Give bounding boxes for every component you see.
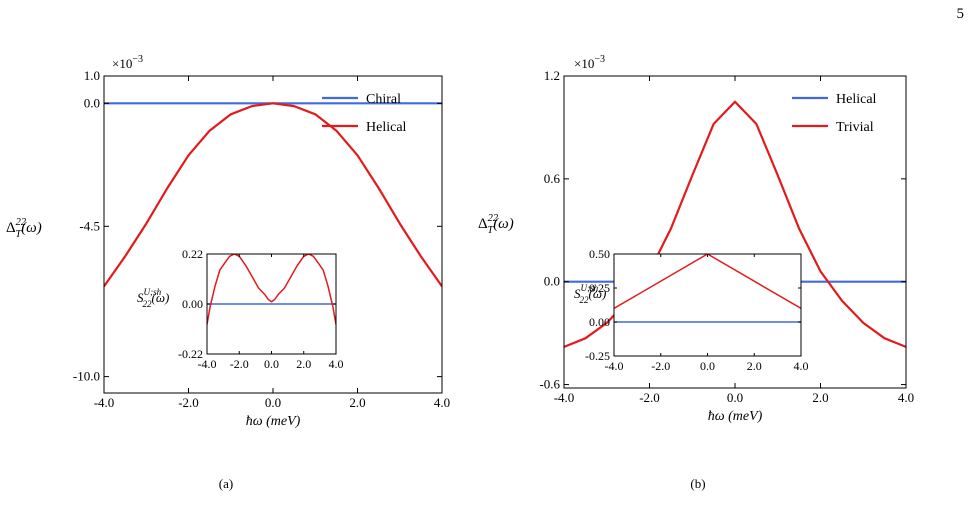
inset-xtick-label: 4.0 — [329, 357, 344, 371]
main-ytick-label: -10.0 — [73, 369, 100, 384]
panel-a: -4.0 -2.0 0.0 2.0 4.0 1.0 0.0 -4.5 -10.0 ×10−3 Chi… — [6, 54, 450, 491]
inset-ytick-label: 0.00 — [182, 297, 203, 311]
main-xtick-label: -4.0 — [554, 390, 575, 405]
x-axis-label: ħω (meV) — [708, 409, 763, 424]
inset-ytick-label: 0.50 — [589, 247, 610, 261]
legend-label-chiral: Chiral — [366, 92, 401, 107]
main-ytick-label: -0.6 — [539, 377, 560, 392]
page-number: 5 — [956, 6, 965, 22]
inset-xtick-label: 4.0 — [794, 359, 809, 373]
inset-xtick-label: 2.0 — [296, 357, 311, 371]
inset-ytick-label: -0.22 — [178, 347, 203, 361]
panel-b: -4.0 -2.0 0.0 2.0 4.0 1.2 0.6 0.0 -0.6 ×10−3 Helic… — [478, 54, 914, 491]
scale-multiplier: ×10−3 — [112, 54, 143, 71]
inset-ytick-label: 0.25 — [589, 281, 610, 295]
legend-label-trivial: Trivial — [836, 120, 874, 135]
main-xtick-label: 4.0 — [898, 390, 914, 405]
inset-y-axis-label: SU;sh 22(ω) — [574, 283, 606, 305]
panel-caption: (b) — [690, 476, 705, 491]
main-xtick-label: -2.0 — [178, 395, 199, 410]
inset-line-red — [207, 254, 336, 325]
inset-xtick-label: -4.0 — [198, 357, 217, 371]
main-xtick-label: 4.0 — [434, 395, 450, 410]
legend-label-helical: Helical — [366, 120, 407, 135]
y-axis-label: Δ22 T(ω) — [6, 217, 42, 240]
main-ytick-label: 1.0 — [84, 68, 100, 83]
inset-y-axis-label: SU;sh 22(ω) — [137, 287, 169, 309]
inset-xtick-label: -2.0 — [651, 359, 670, 373]
inset-xtick-label: -2.0 — [230, 357, 249, 371]
inset: -4.0 -2.0 0.0 2.0 4.0 0.50 0.25 0.00 -0.25 SU;sh 2… — [574, 247, 809, 373]
main-xtick-label: -2.0 — [639, 390, 660, 405]
inset: -4.0 -2.0 0.0 2.0 4.0 0.22 0.00 -0.22 SU;sh 22(ω) — [137, 247, 344, 371]
main-ytick-label: -4.5 — [79, 218, 100, 233]
main-ytick-label: 0.0 — [84, 95, 100, 110]
main-ytick-label: 1.2 — [544, 68, 560, 83]
y-axis-label: Δ22 T(ω) — [478, 213, 514, 236]
inset-ytick-label: 0.00 — [589, 315, 610, 329]
scale-multiplier: ×10−3 — [574, 54, 605, 71]
main-ytick-label: 0.0 — [544, 274, 560, 289]
inset-line-red — [614, 254, 801, 310]
main-ytick-label: 0.6 — [544, 171, 561, 186]
main-xtick-label: 2.0 — [349, 395, 365, 410]
inset-background — [614, 254, 801, 356]
inset-xtick-label: 0.0 — [700, 359, 715, 373]
panel-caption: (a) — [219, 476, 233, 491]
inset-xtick-label: 0.0 — [264, 357, 279, 371]
legend-label-helical: Helical — [836, 92, 877, 107]
main-xtick-label: -4.0 — [94, 395, 115, 410]
inset-ytick-label: 0.22 — [182, 247, 203, 261]
inset-xtick-label: 2.0 — [747, 359, 762, 373]
main-xtick-label: 0.0 — [727, 390, 743, 405]
inset-xtick-label: -4.0 — [605, 359, 624, 373]
series-line-helical — [104, 102, 442, 288]
inset-ytick-label: -0.25 — [585, 349, 610, 363]
x-axis-label: ħω (meV) — [246, 414, 301, 429]
main-xtick-label: 2.0 — [812, 390, 828, 405]
main-xtick-label: 0.0 — [265, 395, 281, 410]
